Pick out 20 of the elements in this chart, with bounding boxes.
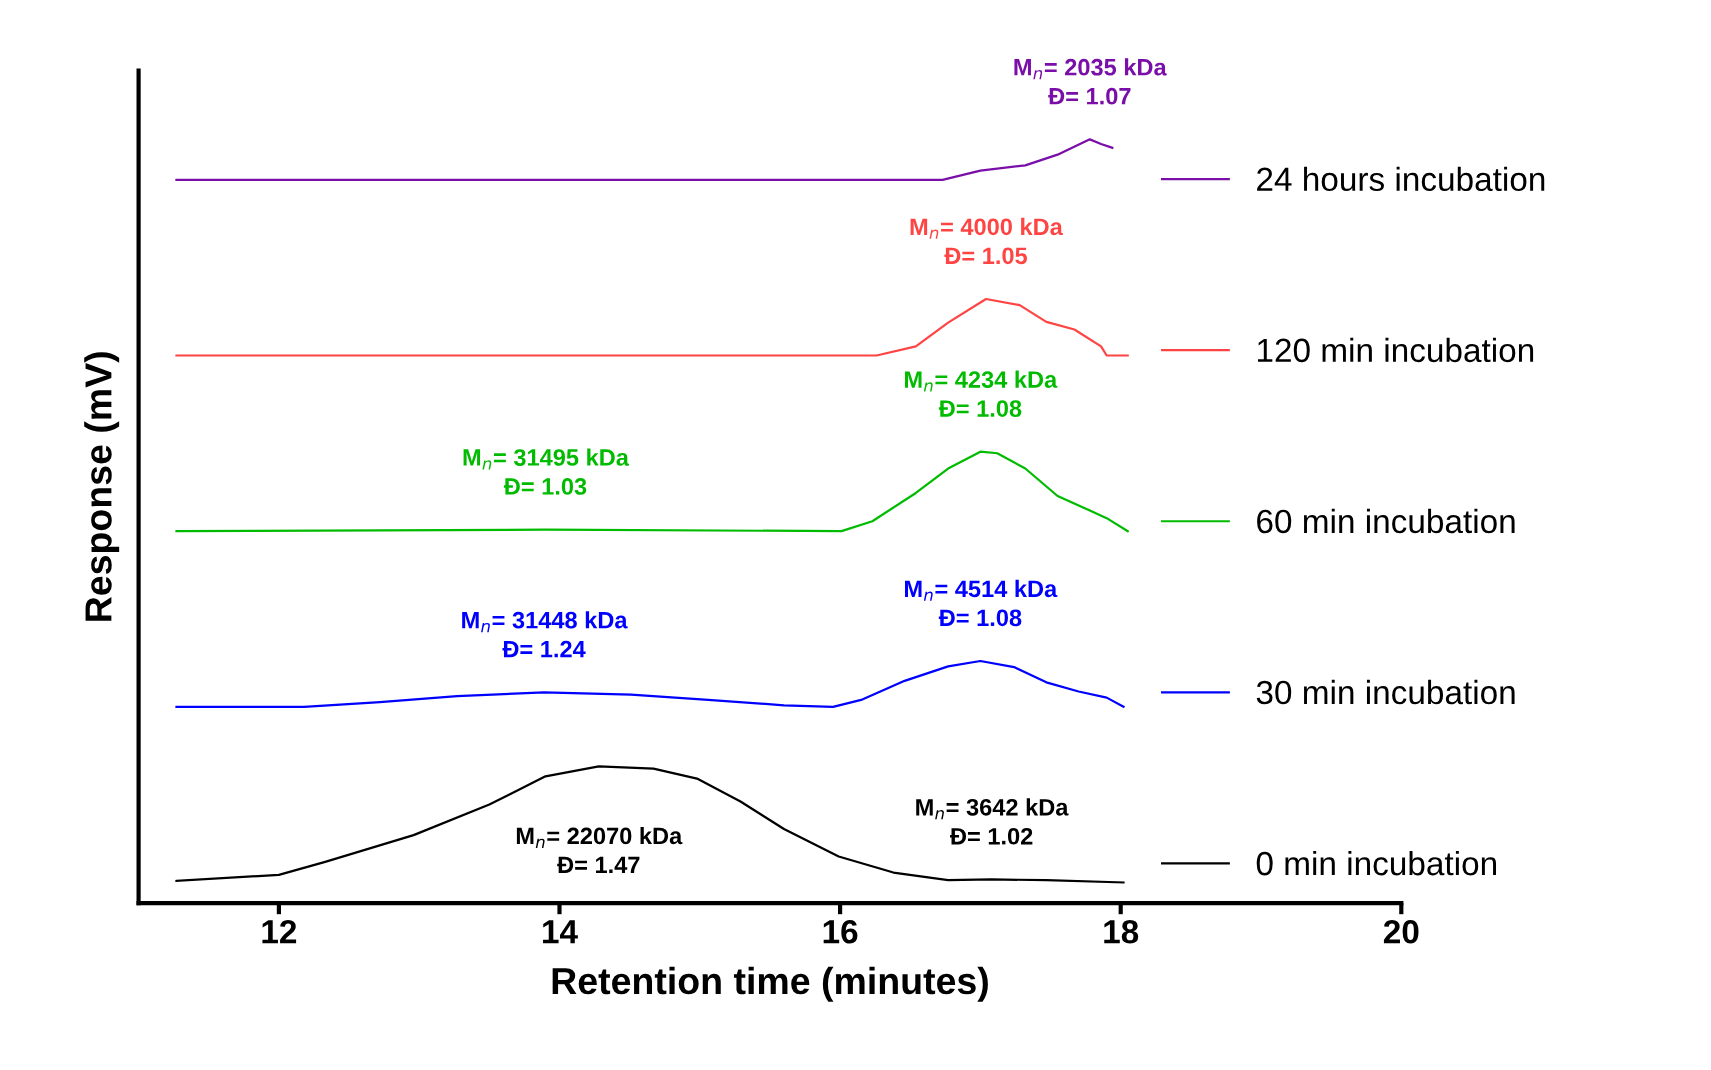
legend-label: 0 min incubation (1256, 850, 1497, 876)
y-axis-title: Response (mV) (84, 352, 120, 621)
x-tick-label: 18 (1104, 919, 1139, 944)
x-tick-label: 12 (262, 919, 297, 944)
legend-label: 60 min incubation (1257, 508, 1515, 534)
annotation: M$_{n}$= 31495 kDa Đ= 1.03 (463, 448, 630, 495)
annotation: M$_{n}$= 3642 kDa Đ= 1.02 (916, 798, 1069, 845)
annotation: M$_{n}$= 4234 kDa Đ= 1.08 (905, 370, 1058, 417)
x-tick-label: 14 (543, 920, 578, 944)
x-axis-title: Retention time (minutes) (552, 966, 988, 1002)
legend-label: 120 min incubation (1257, 337, 1534, 363)
annotation: M$_{n}$= 4514 kDa Đ= 1.08 (905, 579, 1058, 627)
annotation: M$_{n}$= 2035 kDa Đ= 1.07 (1014, 58, 1167, 105)
legend-label: 30 min incubation (1256, 679, 1515, 705)
x-tick-label: 16 (823, 919, 858, 944)
annotation: M$_{n}$= 31448 kDa Đ= 1.24 (462, 611, 628, 658)
annotation: M$_{n}$= 22070 kDa Đ= 1.47 (516, 826, 683, 874)
legend-label: 24 hours incubation (1257, 166, 1545, 192)
annotation: M$_{n}$= 4000 kDa Đ= 1.05 (910, 217, 1063, 265)
x-tick-label: 20 (1383, 919, 1419, 944)
